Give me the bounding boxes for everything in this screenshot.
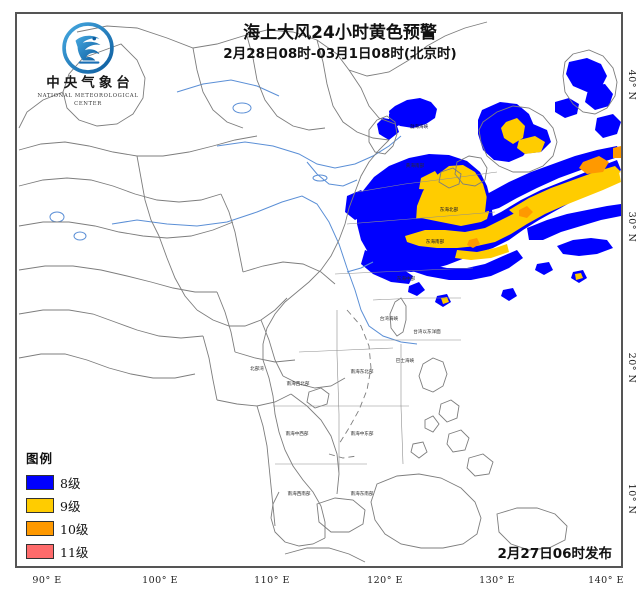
legend-title: 图例: [26, 451, 54, 466]
warning-area-8: [408, 282, 425, 296]
warning-area-8: [555, 98, 579, 118]
legend-item-8: 8级: [26, 472, 88, 492]
legend-swatch-9: [26, 497, 54, 513]
map-geometry: [18, 21, 621, 563]
river-layer: [49, 79, 418, 345]
cma-logo-name-cn: 中央气象台: [46, 75, 134, 91]
warning-area-8: [595, 114, 621, 138]
warning-area-10: [519, 206, 533, 218]
legend-swatch-8: [26, 474, 54, 490]
legend-label-9: 9级: [60, 498, 81, 514]
warning-area-9: [419, 171, 441, 190]
map-frame: 东海北部 东海南部 黄海南部 渤海海峡 东海中部 台湾海峡 台湾以东洋面 巴士海…: [15, 12, 623, 568]
warning-area-8: [361, 250, 413, 284]
legend-label-8: 8级: [60, 475, 81, 491]
x-axis-tick: 130° E: [479, 575, 515, 586]
x-axis-tick: 140° E: [588, 575, 624, 586]
warning-area-8: [557, 238, 613, 256]
warning-area-9: [501, 118, 525, 144]
warning-area-8: [407, 250, 523, 280]
legend-item-10: 10级: [26, 518, 88, 538]
legend: 图例 8级 9级 10级 11级: [26, 448, 88, 564]
legend-swatch-11: [26, 543, 54, 559]
warning-area-9: [575, 273, 583, 280]
cma-logo-name-en: NATIONAL METEOROLOGICAL CENTER: [37, 93, 139, 107]
y-axis-tick: 20° N: [626, 352, 637, 384]
warning-area-10: [579, 156, 609, 174]
x-axis-tick: 90° E: [32, 575, 62, 586]
warning-area-8: [527, 204, 621, 240]
warning-area-10: [467, 238, 480, 248]
legend-swatch-10: [26, 520, 54, 536]
warning-area-8: [501, 288, 517, 301]
y-axis-tick: 10° N: [626, 483, 637, 515]
x-axis-tick: 100° E: [142, 575, 178, 586]
warning-area-9: [517, 136, 545, 154]
x-axis-tick: 110° E: [254, 575, 290, 586]
cma-logo: 中央气象台 NATIONAL METEOROLOGICAL CENTER: [28, 22, 148, 108]
warning-area-9: [441, 297, 449, 304]
legend-item-9: 9级: [26, 495, 88, 515]
warning-area-8: [585, 84, 613, 110]
y-axis-tick: 40° N: [626, 69, 637, 101]
cma-dragon-logo-icon: [62, 22, 114, 74]
boundary-layer: [18, 21, 618, 563]
warning-area-9: [509, 166, 621, 218]
warning-area-10: [613, 146, 621, 158]
warning-area-8: [566, 58, 607, 92]
warning-area-layer: [345, 58, 621, 307]
issued-timestamp: 2月27日06时发布: [497, 546, 612, 562]
x-axis-tick: 120° E: [367, 575, 403, 586]
legend-item-11: 11级: [26, 541, 88, 561]
map-canvas: 东海北部 东海南部 黄海南部 渤海海峡 东海中部 台湾海峡 台湾以东洋面 巴士海…: [17, 14, 621, 566]
y-axis-tick: 30° N: [626, 211, 637, 243]
warning-area-9: [455, 244, 509, 260]
legend-label-11: 11级: [60, 544, 89, 560]
legend-label-10: 10级: [60, 521, 89, 537]
warning-area-8: [345, 190, 369, 220]
warning-area-8: [535, 262, 553, 275]
